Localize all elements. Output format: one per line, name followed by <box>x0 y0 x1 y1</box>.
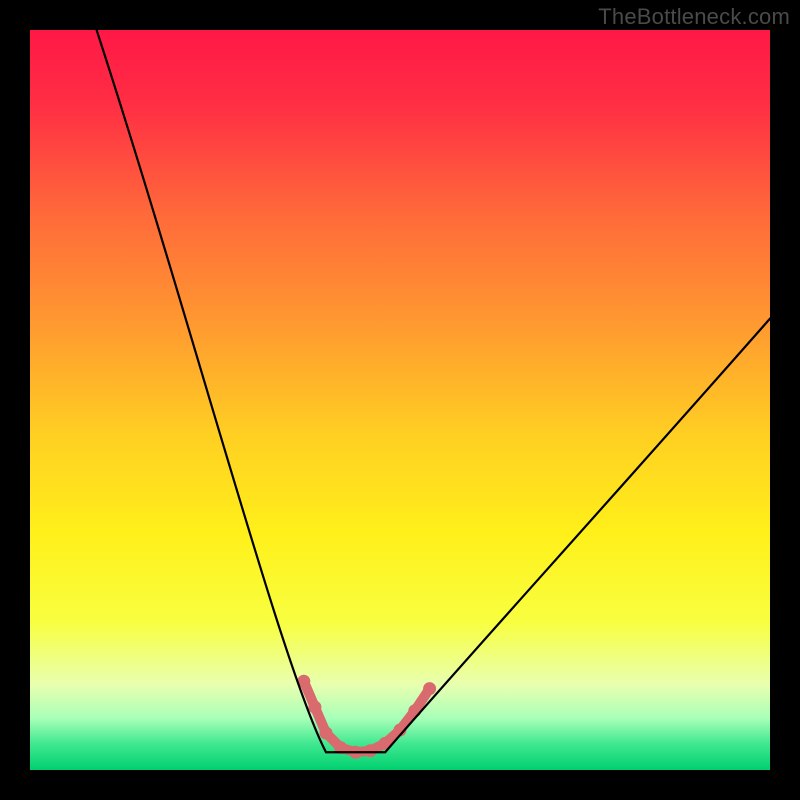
watermark-text: TheBottleneck.com <box>598 4 790 30</box>
valley-point <box>408 704 421 717</box>
valley-point <box>320 727 333 740</box>
gradient-plot-area <box>30 30 770 770</box>
valley-point <box>364 744 377 757</box>
valley-point <box>423 682 436 695</box>
bottleneck-chart <box>0 0 800 800</box>
valley-point <box>308 701 321 714</box>
